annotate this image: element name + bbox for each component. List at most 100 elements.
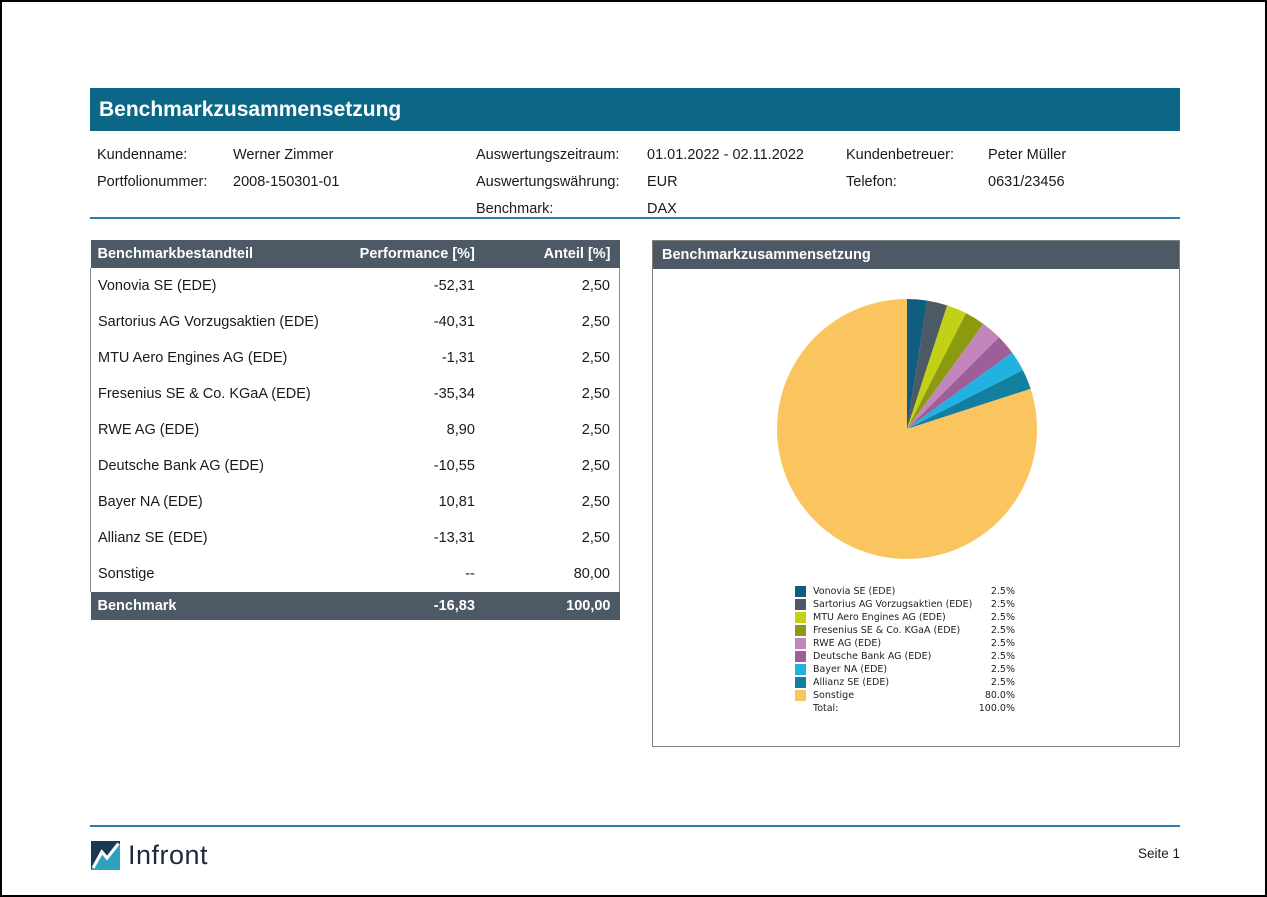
row-name: Deutsche Bank AG (EDE) [90,448,336,484]
auswertungswaehrung-value: EUR [647,174,678,190]
row-name: Fresenius SE & Co. KGaA (EDE) [90,376,336,412]
legend-color-swatch [795,586,806,597]
row-name: MTU Aero Engines AG (EDE) [90,340,336,376]
legend-item-value: 2.5% [990,586,1015,597]
info-column-2: Auswertungszeitraum: 01.01.2022 - 02.11.… [476,142,804,223]
table-row: MTU Aero Engines AG (EDE) -1,31 2,50 [90,340,620,376]
legend-item-value: 100.0% [978,703,1015,714]
legend-item-value: 2.5% [990,664,1015,675]
legend-color-swatch [795,651,806,662]
legend-item-label: Deutsche Bank AG (EDE) [813,651,932,662]
brand-logo: Infront [91,840,208,871]
legend-item: Allianz SE (EDE) 2.5% [795,676,1015,689]
legend-item-label: Fresenius SE & Co. KGaA (EDE) [813,625,961,636]
row-performance: -52,31 [335,268,475,304]
col-header-anteil: Anteil [%] [474,240,620,268]
pie-legend: Vonovia SE (EDE) 2.5% Sartorius AG Vorzu… [795,585,1015,715]
table-row: Sonstige -- 80,00 [90,556,620,592]
row-anteil: 2,50 [474,268,620,304]
pie-slice [907,352,1023,429]
legend-item: Fresenius SE & Co. KGaA (EDE) 2.5% [795,624,1015,637]
row-name: Sartorius AG Vorzugsaktien (EDE) [90,304,336,340]
auswertungswaehrung-label: Auswertungswährung: [476,174,620,190]
pie-chart [777,299,1038,559]
col-header-performance: Performance [%] [335,240,475,268]
client-info-block: Kundenname: Werner Zimmer Portfolionumme… [90,133,1180,217]
row-performance: -- [335,556,475,592]
pie-slice [907,369,1031,429]
infront-logo-icon [91,841,120,870]
info-row-auswertungszeitraum: Auswertungszeitraum: 01.01.2022 - 02.11.… [476,142,804,169]
row-name: Vonovia SE (EDE) [90,268,336,304]
auswertungszeitraum-value: 01.01.2022 - 02.11.2022 [647,147,804,163]
legend-total-row: Total: 100.0% [795,702,1015,715]
info-row-kundenbetreuer: Kundenbetreuer: Peter Müller [846,142,1066,169]
kundenname-value: Werner Zimmer [233,147,334,163]
table-row: Bayer NA (EDE) 10,81 2,50 [90,484,620,520]
chart-panel-body: Vonovia SE (EDE) 2.5% Sartorius AG Vorzu… [653,269,1179,746]
legend-item-value: 2.5% [990,599,1015,610]
table-row: Sartorius AG Vorzugsaktien (EDE) -40,31 … [90,304,620,340]
auswertungszeitraum-label: Auswertungszeitraum: [476,147,620,163]
benchmark-total-name: Benchmark [90,592,336,620]
legend-item-value: 80.0% [984,690,1015,701]
info-row-portfolionummer: Portfolionummer: 2008-150301-01 [97,169,339,196]
row-performance: -13,31 [335,520,475,556]
pie-slice [907,300,948,429]
legend-color-swatch [795,690,806,701]
row-anteil: 2,50 [474,520,620,556]
chart-panel: Benchmarkzusammensetzung Vonovia SE (EDE… [652,240,1180,747]
row-anteil: 2,50 [474,412,620,448]
legend-color-swatch [795,703,806,714]
legend-item-label: RWE AG (EDE) [813,638,882,649]
row-name: Bayer NA (EDE) [90,484,336,520]
pie-slice [907,299,928,429]
row-name: Sonstige [90,556,336,592]
legend-item-label: Sartorius AG Vorzugsaktien (EDE) [813,599,973,610]
info-row-telefon: Telefon: 0631/23456 [846,169,1066,196]
info-row-benchmark: Benchmark: DAX [476,196,804,223]
row-performance: -1,31 [335,340,475,376]
pie-slice [907,313,984,429]
legend-item: Bayer NA (EDE) 2.5% [795,663,1015,676]
legend-item: MTU Aero Engines AG (EDE) 2.5% [795,611,1015,624]
legend-item: Deutsche Bank AG (EDE) 2.5% [795,650,1015,663]
table-row: Fresenius SE & Co. KGaA (EDE) -35,34 2,5… [90,376,620,412]
row-performance: -40,31 [335,304,475,340]
telefon-label: Telefon: [846,174,897,190]
table-header-row: Benchmarkbestandteil Performance [%] Ant… [90,240,620,268]
legend-item-label: Bayer NA (EDE) [813,664,888,675]
info-column-3: Kundenbetreuer: Peter Müller Telefon: 06… [846,142,1066,196]
pie-slice [777,299,1038,559]
pie-slice [907,305,967,429]
benchmark-table: Benchmarkbestandteil Performance [%] Ant… [90,240,620,620]
pie-slice [907,337,1013,429]
portfolionummer-value: 2008-150301-01 [233,174,340,190]
kundenbetreuer-label: Kundenbetreuer: [846,147,955,163]
row-anteil: 2,50 [474,304,620,340]
legend-item-label: Allianz SE (EDE) [813,677,890,688]
legend-item: Vonovia SE (EDE) 2.5% [795,585,1015,598]
portfolionummer-label: Portfolionummer: [97,174,208,190]
legend-color-swatch [795,625,806,636]
footer-divider [90,825,1180,827]
row-performance: -10,55 [335,448,475,484]
legend-color-swatch [795,677,806,688]
legend-color-swatch [795,599,806,610]
legend-color-swatch [795,612,806,623]
legend-item-value: 2.5% [990,677,1015,688]
page-title: Benchmarkzusammensetzung [90,88,1180,131]
row-name: Allianz SE (EDE) [90,520,336,556]
row-performance: 8,90 [335,412,475,448]
legend-item-label: Total: [813,703,839,714]
page-footer: Infront Seite 1 [90,838,1180,872]
info-row-auswertungswaehrung: Auswertungswährung: EUR [476,169,804,196]
kundenname-label: Kundenname: [97,147,188,163]
legend-item: Sartorius AG Vorzugsaktien (EDE) 2.5% [795,598,1015,611]
chart-panel-title: Benchmarkzusammensetzung [653,241,1179,269]
benchmark-total-anteil: 100,00 [474,592,620,620]
header-divider [90,217,1180,219]
table-row: Allianz SE (EDE) -13,31 2,50 [90,520,620,556]
legend-item-value: 2.5% [990,625,1015,636]
